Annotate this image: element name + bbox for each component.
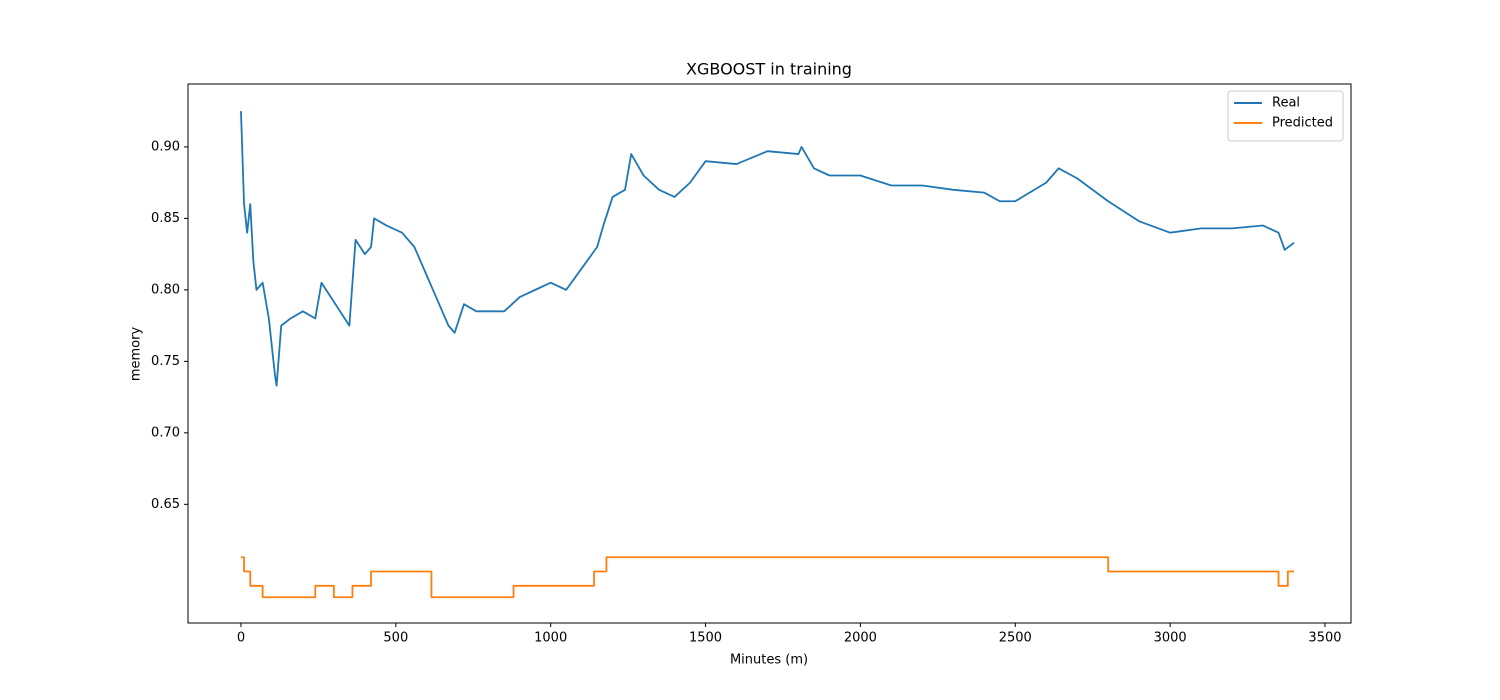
x-tick-label: 3500: [1308, 631, 1341, 646]
x-tick-label: 1000: [534, 631, 567, 646]
x-axis-label: Minutes (m): [730, 653, 808, 668]
x-tick-label: 0: [237, 631, 245, 646]
y-tick-label: 0.75: [151, 354, 180, 369]
x-tick-label: 2000: [844, 631, 877, 646]
x-tick-label: 3000: [1154, 631, 1187, 646]
plot-frame: [187, 83, 1352, 624]
x-tick-label: 2500: [999, 631, 1032, 646]
legend-label: Predicted: [1272, 116, 1333, 131]
y-tick-label: 0.70: [151, 425, 180, 440]
y-tick-label: 0.80: [151, 282, 180, 297]
chart-title: XGBOOST in training: [686, 60, 852, 79]
x-tick-label: 500: [383, 631, 408, 646]
y-axis-label: memory: [129, 327, 144, 382]
x-tick-label: 1500: [689, 631, 722, 646]
y-tick-label: 0.65: [151, 497, 180, 512]
y-tick-label: 0.85: [151, 211, 180, 226]
data-line: [240, 111, 1295, 387]
data-line: [240, 556, 1295, 599]
legend-label: Real: [1272, 96, 1300, 111]
y-tick-label: 0.90: [151, 139, 180, 154]
